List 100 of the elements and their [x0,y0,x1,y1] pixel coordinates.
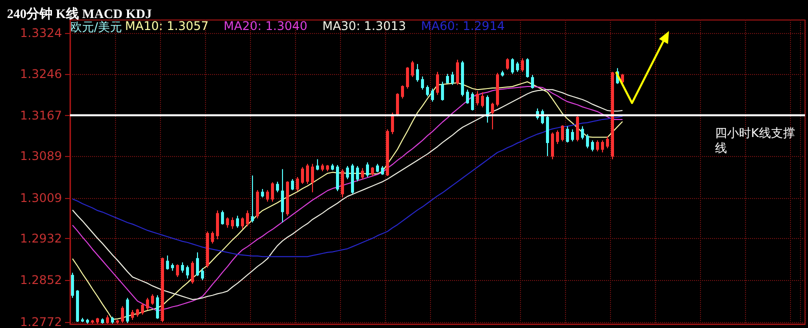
candlestick [471,92,474,112]
candlestick [506,58,509,70]
candlestick [511,58,514,74]
candlestick [201,268,204,281]
candlestick [321,163,324,172]
candlestick [496,72,499,107]
y-tick-label: 1.2852 [20,273,62,288]
candlestick [371,166,374,176]
text: MA10: 1.3057 [125,19,209,33]
candlestick [461,60,464,97]
candlestick [281,168,284,224]
y-tick-label: 1.3167 [20,108,62,122]
candlestick [231,216,234,230]
candlestick [71,272,74,298]
candlestick [341,168,344,198]
candlestick [336,164,339,192]
candlestick [271,182,274,202]
candlestick [156,294,159,320]
candlestick [576,116,579,142]
text: MA60: 1.2914 [421,19,505,33]
candlestick [191,260,194,284]
candlestick [251,174,254,224]
candlestick [316,158,319,171]
candlestick [571,128,574,142]
candlestick [436,71,439,96]
candlestick [176,264,179,278]
candlestick [431,88,434,102]
candlestick [466,89,469,104]
candlestick [221,210,224,226]
candlestick [501,70,504,78]
y-tick-label: 1.3246 [20,66,62,81]
candlestick [276,181,279,193]
candlestick [86,318,89,324]
candlestick [166,255,169,270]
candlestick [446,73,449,84]
candlestick [426,84,429,97]
candlestick [546,114,549,157]
candlestick [591,140,594,152]
candlestick [476,90,479,106]
candlestick [91,319,94,324]
candlestick [356,166,359,182]
candlestick [171,262,174,272]
candlestick [101,318,104,324]
candlestick [411,60,414,78]
line-series [72,116,623,258]
text: MA30: 1.3013 [322,19,406,33]
candlestick [566,126,569,143]
candlestick [441,81,444,102]
candlestick [521,58,524,72]
y-tick-label: 1.3324 [20,26,62,40]
y-tick-label: 1.3089 [20,149,62,164]
candlestick [361,168,364,180]
candlestick [136,308,139,318]
candlestick [161,257,164,322]
candlestick [186,264,189,280]
candlestick [561,124,564,142]
candlestick [526,58,529,78]
candlestick [121,306,124,324]
candlestick [311,163,314,193]
candlestick [331,163,334,171]
y-tick-label: 1.3009 [20,190,62,205]
y-tick-label: 1.2932 [20,231,62,246]
candlestick [406,66,409,90]
candlestick [611,71,614,160]
candlestick [261,188,264,198]
candlestick [366,162,369,178]
candlestick [246,210,249,227]
candlestick [291,178,294,191]
candlestick [111,316,114,324]
text: MA20: 1.3040 [224,19,308,33]
candlestick [181,262,184,274]
y-tick-label: 1.2772 [20,315,62,328]
candlestick [151,294,154,306]
candlestick [256,190,259,219]
candlestick [486,94,489,124]
candlestick [226,216,229,228]
candlestick [126,297,129,324]
candlestick [451,71,454,86]
candlestick [296,176,299,192]
candlestick [481,92,484,108]
candlestick [266,190,269,202]
chart-title: 240分钟 K线 MACD KDJ [7,6,152,21]
candlestick [236,215,239,228]
candlestick [621,73,624,84]
candlestick [146,297,149,310]
candlestick [601,140,604,153]
candlestick [606,136,609,149]
candlestick [531,74,534,90]
candlestick [346,166,349,180]
candlestick [96,317,99,324]
candlestick [401,84,404,100]
candlestick [386,128,389,176]
candlestick [421,76,424,90]
candlestick [301,166,304,184]
candlestick [216,210,219,240]
candlestick [351,163,354,194]
candlestick [206,230,209,268]
candlestick [81,317,84,322]
candlestick [326,164,329,172]
candlestick [516,61,519,72]
